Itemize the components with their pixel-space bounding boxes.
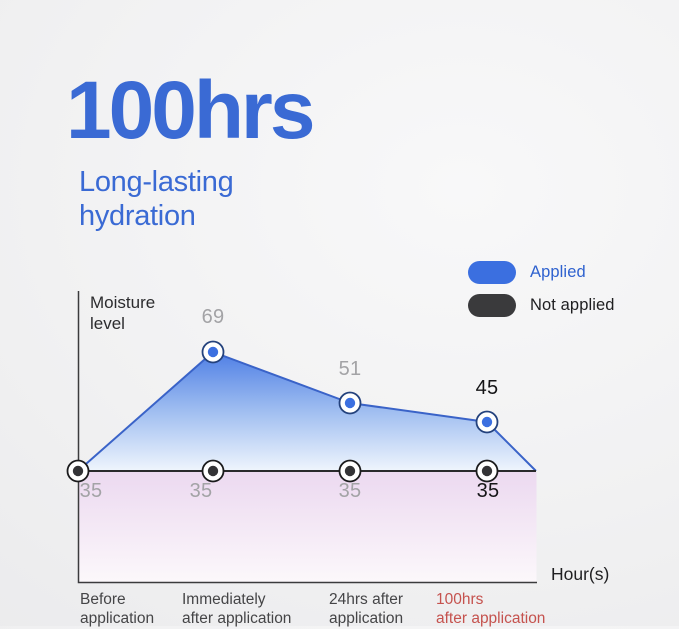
hero-subtitle-line1: Long-lasting (79, 166, 234, 198)
legend-swatch-pill (468, 260, 516, 284)
not-applied-value-label: 35 (79, 480, 103, 502)
x-tick-label: Before application (80, 591, 155, 628)
chart-legend: Applied Not applied (468, 260, 615, 326)
x-axis-label: Hour(s) (551, 564, 610, 584)
hero-subtitle: Long-lasting hydration (66, 166, 312, 233)
x-tick-label: Immediately after application (182, 591, 292, 628)
not-applied-value-label: 35 (338, 480, 362, 502)
legend-item-not-applied: Not applied (468, 293, 615, 317)
y-axis-label: Moisture level (90, 293, 156, 333)
not-applied-point-marker-dot (344, 465, 356, 477)
hero-subtitle-line2: hydration (79, 199, 196, 232)
not-applied-point-marker-dot (207, 465, 219, 477)
applied-value-label: 69 (201, 306, 225, 328)
applied-point-marker-dot (344, 397, 356, 409)
legend-label: Applied (530, 262, 586, 281)
hero-block: 100hrs Long-lasting hydration (66, 65, 315, 233)
not-applied-point-marker-dot (481, 465, 493, 477)
not-applied-value-label: 35 (476, 480, 500, 502)
x-tick-label: 100hrs after application (436, 591, 546, 628)
not-applied-point-marker-dot (72, 465, 84, 477)
legend-swatch-pill (468, 293, 516, 317)
legend-label: Not applied (530, 295, 615, 314)
applied-value-label: 51 (338, 358, 362, 380)
x-tick-label: 24hrs after application (329, 591, 404, 628)
applied-point-marker-dot (207, 346, 219, 358)
applied-point-marker-dot (481, 416, 493, 428)
chart-axes (77, 291, 537, 584)
not-applied-value-label: 35 (189, 480, 213, 502)
applied-area (78, 352, 536, 471)
not-applied-band (79, 472, 537, 583)
applied-value-label: 45 (475, 377, 499, 399)
legend-item-applied: Applied (468, 260, 615, 284)
hero-title: 100hrs (66, 65, 315, 156)
